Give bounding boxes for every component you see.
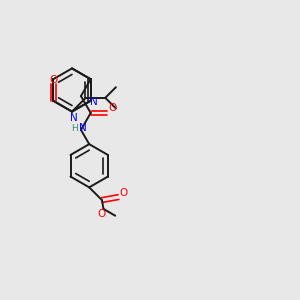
Text: O: O bbox=[109, 103, 117, 113]
Text: O: O bbox=[98, 209, 106, 219]
Text: N: N bbox=[90, 97, 98, 107]
Text: N: N bbox=[70, 113, 77, 123]
Text: N: N bbox=[79, 123, 87, 134]
Text: O: O bbox=[119, 188, 128, 199]
Text: H: H bbox=[71, 124, 78, 133]
Text: O: O bbox=[49, 75, 57, 85]
